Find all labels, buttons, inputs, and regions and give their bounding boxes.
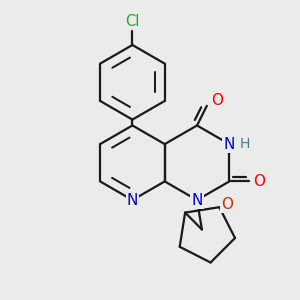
Text: N: N <box>224 136 235 152</box>
Text: N: N <box>191 193 203 208</box>
Text: N: N <box>127 193 138 208</box>
Text: H: H <box>240 137 250 151</box>
Text: O: O <box>221 197 233 212</box>
Text: O: O <box>253 174 265 189</box>
Text: O: O <box>211 93 223 108</box>
Text: Cl: Cl <box>125 14 140 29</box>
